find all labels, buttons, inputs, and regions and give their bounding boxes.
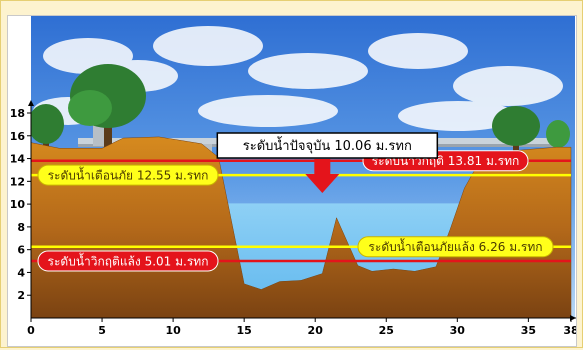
x-tick-label: 38 <box>563 324 576 337</box>
current-level-box <box>216 132 439 159</box>
threshold-label: ระดับน้ำวิกฤติแล้ง 5.01 ม.รทก <box>37 250 219 272</box>
x-tick-label: 5 <box>98 324 106 337</box>
y-tick-label: 16 <box>10 130 26 143</box>
y-tick-label: 4 <box>17 266 25 279</box>
threshold-label: ระดับน้ำเตือนภัยแล้ง 6.26 ม.รทก <box>357 236 554 258</box>
threshold-label-text: ระดับน้ำเตือนภัย 12.55 ม.รทก <box>48 167 209 183</box>
x-tick-label: 0 <box>27 324 35 337</box>
x-tick-label: 25 <box>379 324 394 337</box>
y-tick-label: 18 <box>10 107 25 120</box>
threshold-label-text: ระดับน้ำเตือนภัยแล้ง 6.26 ม.รทก <box>368 238 542 254</box>
y-tick-label: 12 <box>10 175 25 188</box>
x-tick-label: 35 <box>521 324 536 337</box>
x-tick-label: 15 <box>237 324 252 337</box>
chart-panel: 0 5 10 15 20 25 30 35 38 2 4 6 8 10 12 14 16 18 ระดับน้ำ… <box>7 15 579 347</box>
current-level-marker: ระดับน้ำปัจจุบัน 10.06 ม.รทก <box>216 132 439 193</box>
y-tick-label: 14 <box>10 153 26 166</box>
y-tick-label: 2 <box>17 289 25 302</box>
threshold-label: ระดับน้ำเตือนภัย 12.55 ม.รทก <box>37 164 219 186</box>
current-level-label: ระดับน้ำปัจจุบัน 10.06 ม.รทก <box>243 136 412 154</box>
cross-section-chart: 0 5 10 15 20 25 30 35 38 2 4 6 8 10 12 14 16 18 ระดับน้ำ… <box>10 16 579 337</box>
x-tick-label: 20 <box>308 324 324 337</box>
down-arrow-icon <box>305 159 340 193</box>
y-tick-label: 8 <box>17 221 25 234</box>
y-tick-label: 6 <box>17 244 25 257</box>
x-tick-label: 10 <box>165 324 181 337</box>
threshold-label-text: ระดับน้ำวิกฤติแล้ง 5.01 ม.รทก <box>48 252 209 268</box>
y-tick-label: 10 <box>10 198 26 211</box>
x-tick-label: 30 <box>450 324 466 337</box>
tree-icon <box>31 64 570 166</box>
